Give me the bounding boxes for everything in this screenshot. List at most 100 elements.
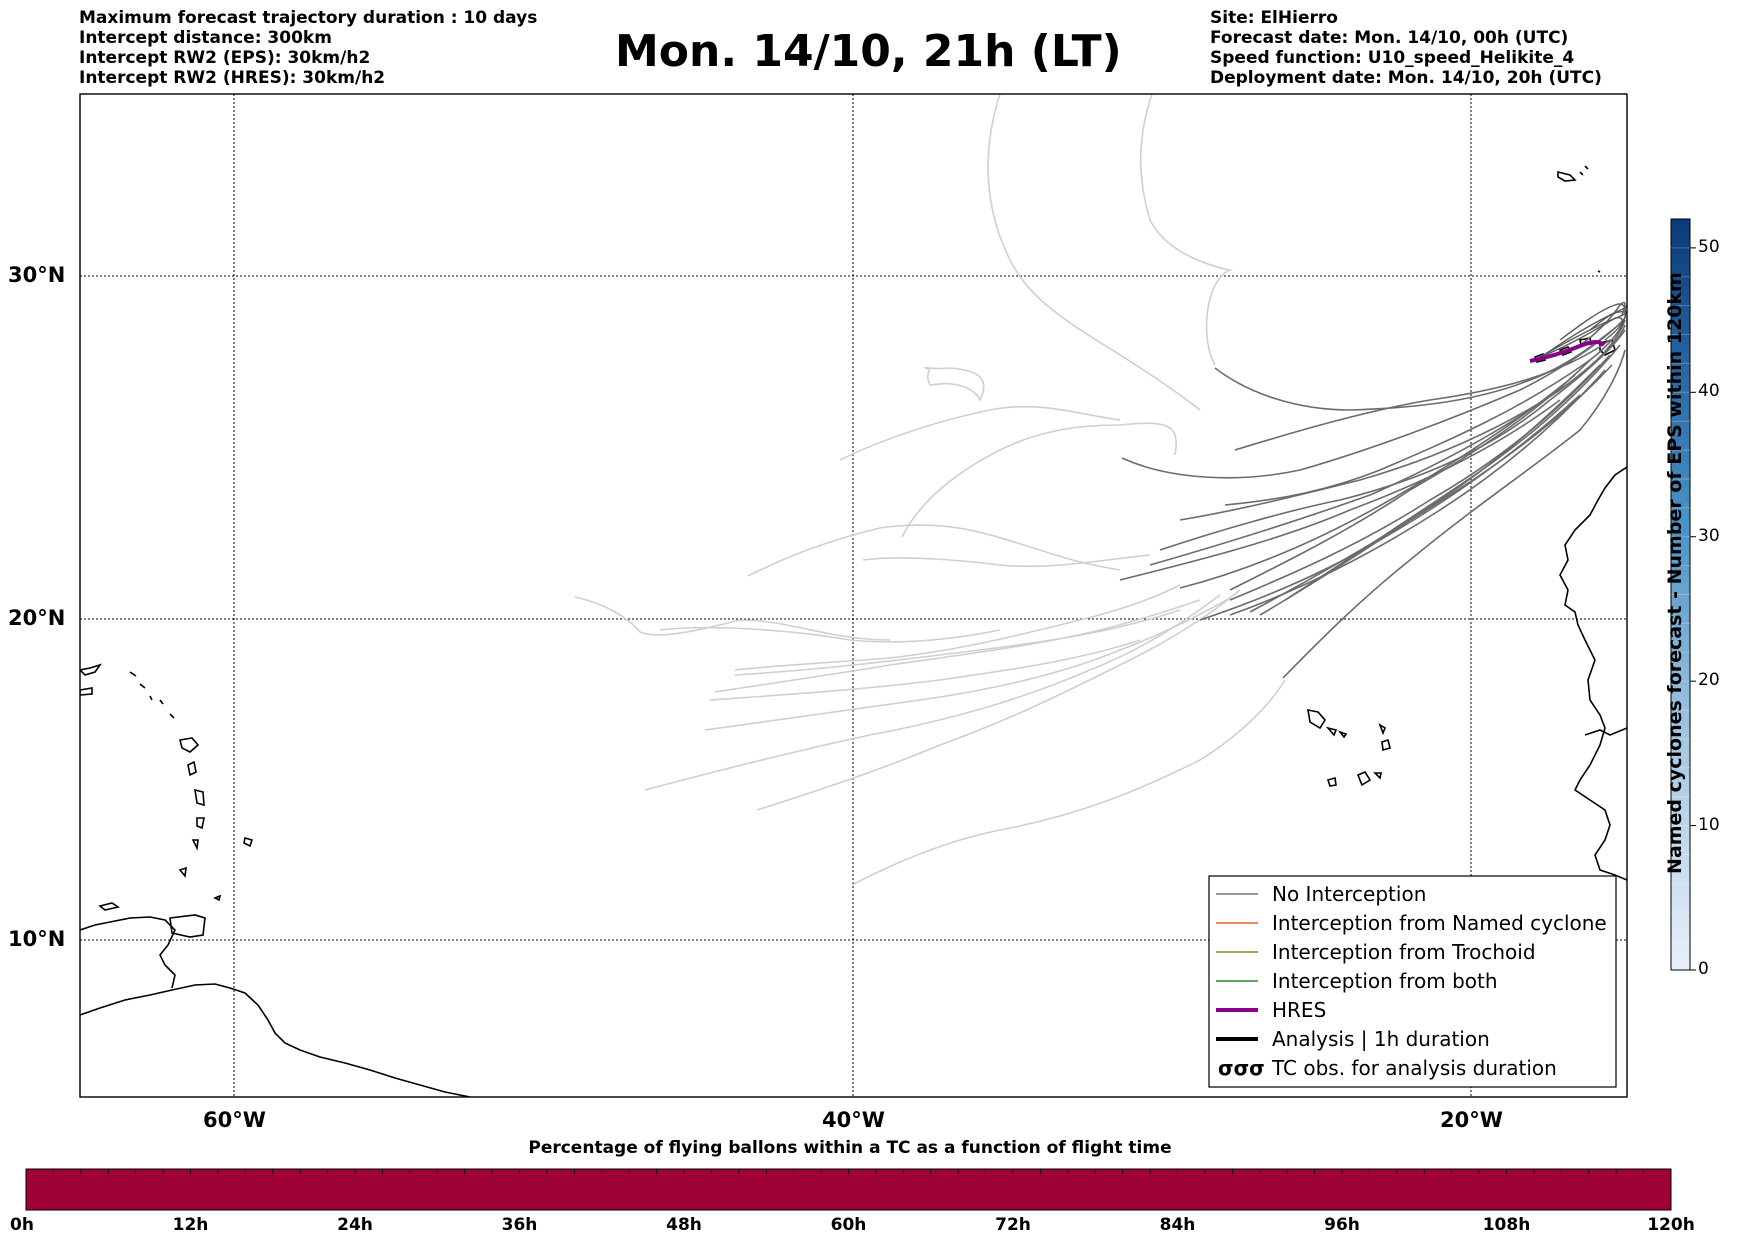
trajectory	[1229, 369, 1606, 616]
header-left-line: Intercept RW2 (EPS): 30km/h2	[79, 48, 371, 68]
trajectory	[1229, 359, 1591, 591]
island-margarita	[98, 902, 120, 911]
colorbar-label: Named cyclones forecast - Number of EPS …	[1664, 272, 1686, 874]
trajectory-faded	[747, 524, 1121, 577]
island-chain	[129, 671, 175, 719]
flight-time-bar	[25, 1168, 1672, 1211]
lon-label: 60°W	[203, 1108, 266, 1132]
trajectory-faded	[659, 626, 1001, 643]
island-st-lucia	[196, 817, 205, 830]
legend-label: No Interception	[1272, 882, 1426, 906]
legend-label: Analysis | 1h duration	[1272, 1027, 1490, 1051]
trajectory	[1214, 319, 1626, 411]
trajectory-faded	[924, 366, 985, 402]
island-cape-verde-1	[1307, 708, 1326, 730]
trajectory-hres	[1529, 340, 1606, 363]
legend-label: Interception from Trochoid	[1272, 940, 1536, 964]
flight-time-tick-label: 48h	[666, 1215, 702, 1235]
trajectory	[1284, 344, 1621, 601]
colorbar-tick-label: 30	[1698, 525, 1720, 546]
trajectory-faded	[714, 599, 1201, 693]
island-cape-verde-3	[1378, 723, 1386, 736]
island-barbados	[243, 836, 254, 848]
header-left-line: Intercept distance: 300km	[79, 28, 332, 48]
island-puerto-rico	[80, 687, 93, 696]
colorbar-tick-label: 50	[1698, 236, 1720, 257]
coast-upper-left	[80, 663, 103, 676]
trajectory-faded	[1139, 94, 1233, 366]
island-tobago	[213, 894, 222, 902]
trajectory-faded	[901, 422, 1177, 538]
coast-africa	[1559, 466, 1627, 881]
colorbar-tick-label: 40	[1698, 381, 1720, 402]
island-cape-verde-6	[1326, 776, 1337, 787]
coast-gulf-paria	[80, 916, 176, 989]
flight-time-bar-fill	[25, 1168, 1672, 1211]
legend-box	[1208, 875, 1617, 1088]
trajectory-faded	[734, 609, 1181, 676]
island-madeira	[1557, 170, 1577, 182]
island-dominica	[187, 760, 197, 777]
island-cape-verde-5	[1356, 770, 1372, 787]
flight-time-tick-label: 84h	[1159, 1215, 1196, 1235]
trajectory-faded	[644, 594, 1221, 791]
tc-obs-symbol-icon: σσσ	[1218, 1056, 1265, 1080]
trajectory	[1282, 349, 1626, 679]
island-martinique	[194, 788, 205, 807]
trajectory-faded	[574, 596, 891, 641]
flight-time-tick-label: 24h	[337, 1215, 373, 1235]
header-right-line: Site: ElHierro	[1210, 8, 1338, 28]
flight-time-tick-label: 108h	[1482, 1215, 1531, 1235]
legend-label: Interception from both	[1272, 969, 1498, 993]
island-cape-verde-4	[1381, 738, 1391, 752]
island-cape-verde-7	[1373, 772, 1382, 780]
flight-time-tick-label: 36h	[501, 1215, 538, 1235]
island-misc	[1597, 270, 1601, 273]
colorbar-gradient	[1670, 218, 1691, 971]
trajectory	[1121, 317, 1626, 479]
legend-label: HRES	[1272, 998, 1326, 1022]
lat-label: 20°N	[8, 606, 66, 630]
coast-africa-west	[1584, 727, 1627, 736]
flight-time-tick-label: 60h	[830, 1215, 867, 1235]
map-frame	[79, 93, 1628, 1098]
trajectory	[1229, 354, 1611, 601]
colorbar-tick-label: 10	[1698, 814, 1720, 835]
header-left-line: Maximum forecast trajectory duration : 1…	[79, 8, 538, 28]
trajectory	[1149, 319, 1626, 566]
trajectory-faded	[851, 679, 1286, 886]
trajectory	[1259, 364, 1601, 616]
flight-time-tick-label: 0h	[10, 1215, 34, 1235]
colorbar-tick-label: 0	[1698, 959, 1709, 979]
trajectory-faded	[839, 405, 1121, 461]
island-guadeloupe	[179, 737, 200, 753]
legend: No Interception Interception from Named c…	[1208, 875, 1617, 1088]
flight-time-bar-title: Percentage of flying ballons within a TC…	[528, 1138, 1172, 1158]
colorbar-tick-label: 20	[1698, 670, 1720, 691]
trajectory-cluster	[1534, 303, 1627, 361]
page-title: Mon. 14/10, 21h (LT)	[615, 26, 1122, 77]
island-grenada	[178, 866, 187, 878]
flight-time-tick-label: 72h	[995, 1215, 1031, 1235]
trajectory-faded	[862, 554, 1151, 568]
flight-time-tick-label: 12h	[172, 1215, 209, 1235]
header-right: Site: ElHierro Forecast date: Mon. 14/10…	[1210, 8, 1602, 88]
trajectory-cluster-line	[1589, 311, 1626, 341]
trajectory-cluster-line	[1534, 311, 1627, 361]
coastlines	[80, 165, 1627, 1097]
trajectories-faded	[574, 94, 1286, 886]
lat-label: 10°N	[8, 927, 66, 951]
trajectory	[1234, 339, 1611, 451]
colorbar	[1670, 218, 1696, 971]
header-right-line: Deployment date: Mon. 14/10, 20h (UTC)	[1210, 68, 1602, 88]
coast-south-america	[80, 983, 471, 1097]
lat-label: 30°N	[8, 263, 66, 287]
trajectory	[1119, 399, 1561, 581]
lon-label: 20°W	[1440, 1108, 1503, 1132]
lon-label: 40°W	[822, 1108, 885, 1132]
trajectories-no-interception	[1119, 301, 1626, 679]
header-right-line: Speed function: U10_speed_Helikite_4	[1210, 48, 1575, 68]
header-right-line: Forecast date: Mon. 14/10, 00h (UTC)	[1210, 28, 1569, 48]
island-cape-verde-2	[1325, 726, 1348, 739]
